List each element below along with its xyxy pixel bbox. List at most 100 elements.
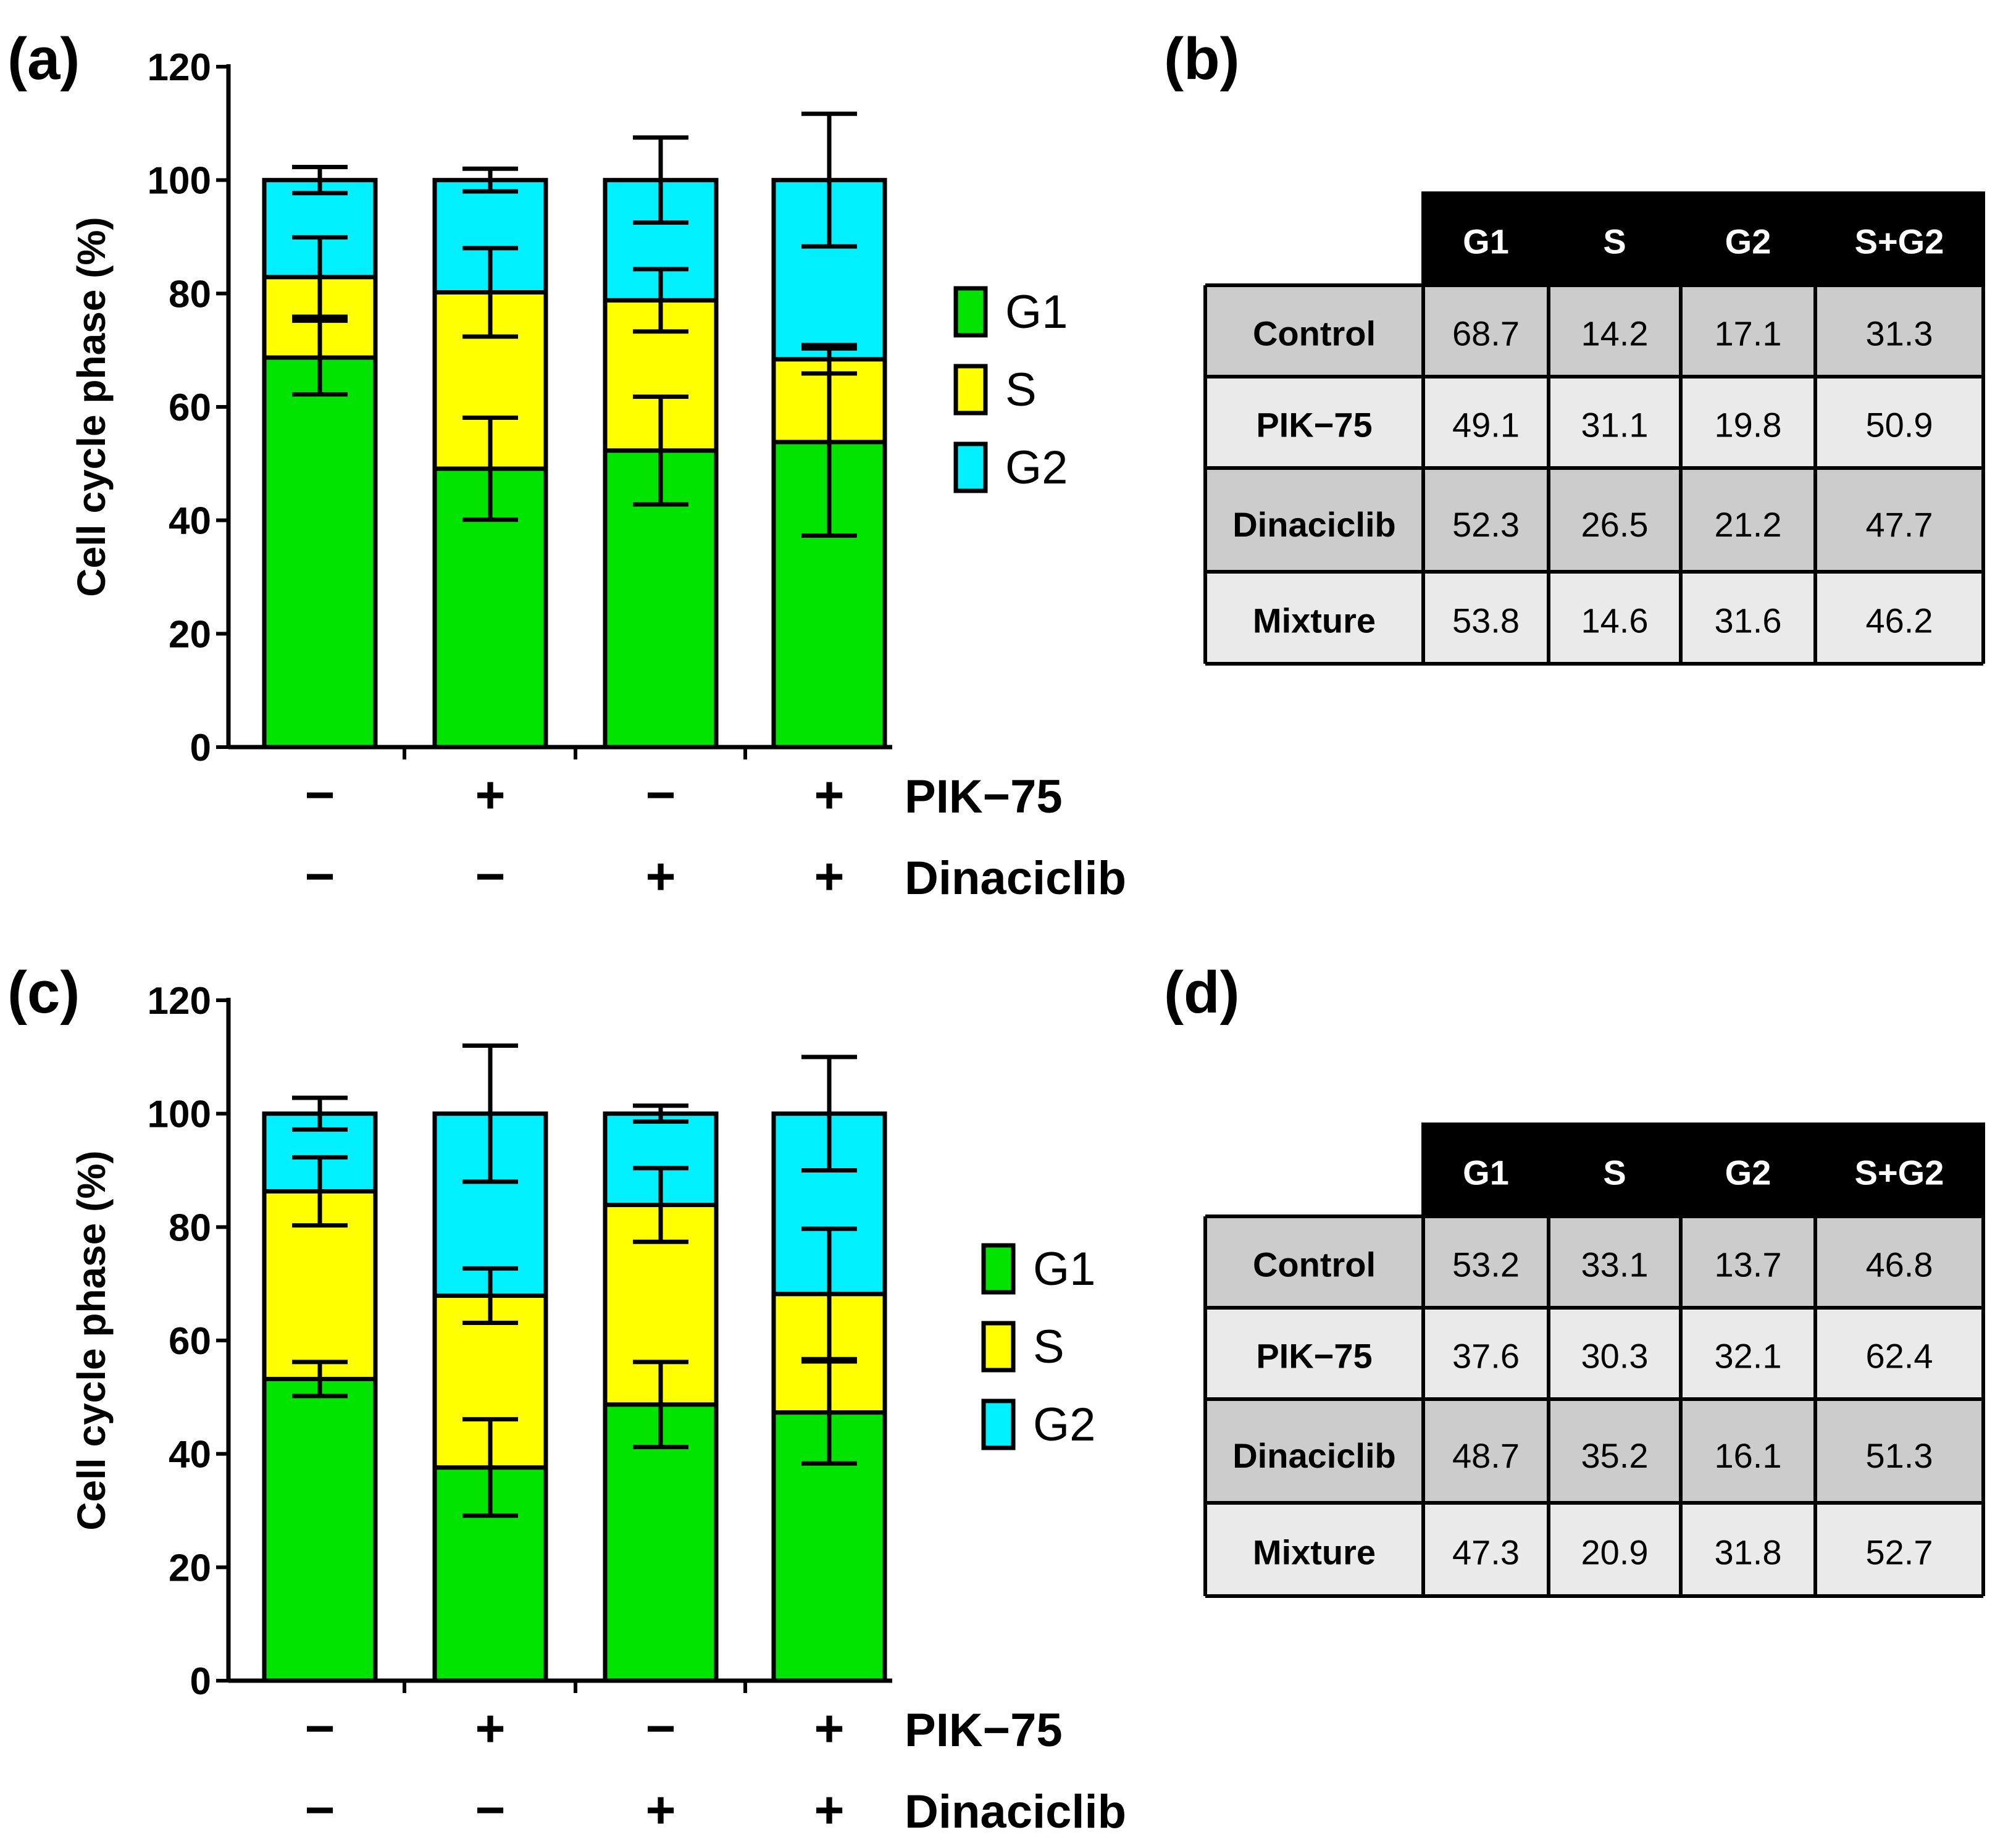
panel-label: (c): [7, 960, 80, 1026]
chart-c: (c) Cell cycle phase (%) 0 20 40 60 80 100 120 G1…: [7, 960, 1126, 1839]
y-tick-label: 80: [169, 1206, 211, 1249]
treatment-sign: −: [304, 1699, 335, 1757]
treatment-sign: −: [475, 847, 505, 905]
treatment-sign: +: [645, 1781, 675, 1839]
table-row-label: PIK−75: [1256, 406, 1372, 445]
treatment-sign: −: [645, 1699, 675, 1757]
table-row-bg: [1205, 1216, 1983, 1308]
table-cell: 46.2: [1866, 601, 1933, 640]
table-row-bg: [1205, 377, 1983, 468]
table-row-bg: [1205, 285, 1983, 377]
y-tick-label: 100: [148, 1093, 211, 1136]
panel-label: (d): [1164, 960, 1240, 1026]
table-cell: 37.6: [1452, 1337, 1520, 1376]
y-tick-label: 100: [148, 160, 211, 203]
table-cell: 21.2: [1715, 505, 1782, 544]
table-row-label: Mixture: [1253, 1533, 1376, 1572]
treatment-sign: +: [814, 766, 844, 824]
table-row-bg: [1205, 572, 1983, 664]
table-cell: 62.4: [1866, 1337, 1933, 1376]
legend-label-g2: G2: [1033, 1399, 1095, 1451]
table-cell: 35.2: [1581, 1436, 1649, 1475]
table-cell: 31.1: [1581, 406, 1649, 445]
table-cell: 33.1: [1581, 1245, 1649, 1284]
treatment-sign: +: [475, 1699, 505, 1757]
treatment-sign: −: [475, 1781, 505, 1839]
y-tick-label: 60: [169, 1320, 211, 1363]
table-cell: 31.8: [1715, 1533, 1782, 1572]
y-tick-label: 0: [190, 1660, 211, 1703]
table-cell: 32.1: [1715, 1337, 1782, 1376]
table-cell: 14.2: [1581, 314, 1649, 353]
table-column-header: S+G2: [1855, 1153, 1944, 1192]
table-column-header: G1: [1463, 222, 1509, 261]
y-tick-label: 20: [169, 613, 211, 656]
legend-label-s: S: [1005, 364, 1037, 416]
y-tick-label: 120: [148, 980, 211, 1022]
table-row-bg: [1205, 1503, 1983, 1596]
table-cell: 68.7: [1452, 314, 1520, 353]
table-column-header: G2: [1725, 222, 1771, 261]
table-cell: 52.7: [1866, 1533, 1933, 1572]
treatment-sign: −: [304, 847, 335, 905]
table-row-label: Control: [1253, 314, 1376, 353]
y-tick-label: 40: [169, 500, 211, 543]
table-cell: 16.1: [1715, 1436, 1782, 1475]
table-cell: 19.8: [1715, 406, 1782, 445]
table-row-label: Control: [1253, 1245, 1376, 1284]
table-row-bg: [1205, 1308, 1983, 1399]
treatment-sign: −: [645, 766, 675, 824]
table-cell: 46.8: [1866, 1245, 1933, 1284]
table-cell: 31.6: [1715, 601, 1782, 640]
y-tick-label: 40: [169, 1434, 211, 1476]
treatment-name: PIK−75: [905, 771, 1063, 823]
treatment-sign: −: [304, 766, 335, 824]
table-row-label: Mixture: [1253, 601, 1376, 640]
table-row-label: PIK−75: [1256, 1337, 1372, 1376]
table-column-header: G2: [1725, 1153, 1771, 1192]
table-header-bg: [1423, 191, 1983, 285]
table-column-header: S: [1603, 1153, 1626, 1192]
treatment-name: Dinaciclib: [905, 1786, 1126, 1838]
treatment-sign: +: [645, 847, 675, 905]
y-axis-label: Cell cycle phase (%): [69, 217, 114, 596]
table-cell: 13.7: [1715, 1245, 1782, 1284]
treatment-sign: +: [814, 847, 844, 905]
legend-label-g1: G1: [1033, 1243, 1095, 1295]
y-tick-label: 60: [169, 387, 211, 429]
table-cell: 14.6: [1581, 601, 1649, 640]
treatment-name: Dinaciclib: [905, 852, 1126, 905]
panel-label: (a): [7, 26, 80, 92]
y-axis-label: Cell cycle phase (%): [69, 1150, 114, 1530]
treatment-sign: −: [304, 1781, 335, 1839]
y-tick-label: 0: [190, 727, 211, 769]
table-b: (b) G1 S G2 S+G2 Control 68.7 14.2 17.1 31.3 PIK−7…: [1164, 26, 1985, 666]
table-column-header: G1: [1463, 1153, 1509, 1192]
legend-swatch-g2: [981, 1399, 1016, 1450]
table-cell: 53.8: [1452, 601, 1520, 640]
legend-swatch-g1: [953, 286, 988, 338]
table-cell: 51.3: [1866, 1436, 1933, 1475]
table-cell: 53.2: [1452, 1245, 1520, 1284]
table-cell: 47.3: [1452, 1533, 1520, 1572]
legend-label-g1: G1: [1005, 286, 1068, 338]
legend-swatch-s: [981, 1321, 1016, 1373]
table-column-header: S+G2: [1855, 222, 1944, 261]
table-row-bg: [1205, 468, 1983, 572]
y-tick-label: 20: [169, 1547, 211, 1589]
chart-a: (a) Cell cycle phase (%) 0 20 40 60 80 100 120 G1…: [7, 26, 1126, 905]
bar-g1-segment: [603, 1402, 719, 1683]
table-cell: 52.3: [1452, 505, 1520, 544]
table-cell: 20.9: [1581, 1533, 1649, 1572]
treatment-sign: +: [814, 1699, 844, 1757]
treatment-name: PIK−75: [905, 1704, 1063, 1757]
legend-swatch-g2: [953, 441, 988, 493]
table-row-label: Dinaciclib: [1232, 505, 1396, 544]
table-column-header: S: [1603, 222, 1626, 261]
treatment-sign: +: [814, 1781, 844, 1839]
y-tick-label: 80: [169, 273, 211, 316]
table-cell: 47.7: [1866, 505, 1933, 544]
table-d: (d) G1 S G2 S+G2 Control 53.2 33.1 13.7 46.8 PIK−7…: [1164, 960, 1985, 1598]
table-cell: 49.1: [1452, 406, 1520, 445]
